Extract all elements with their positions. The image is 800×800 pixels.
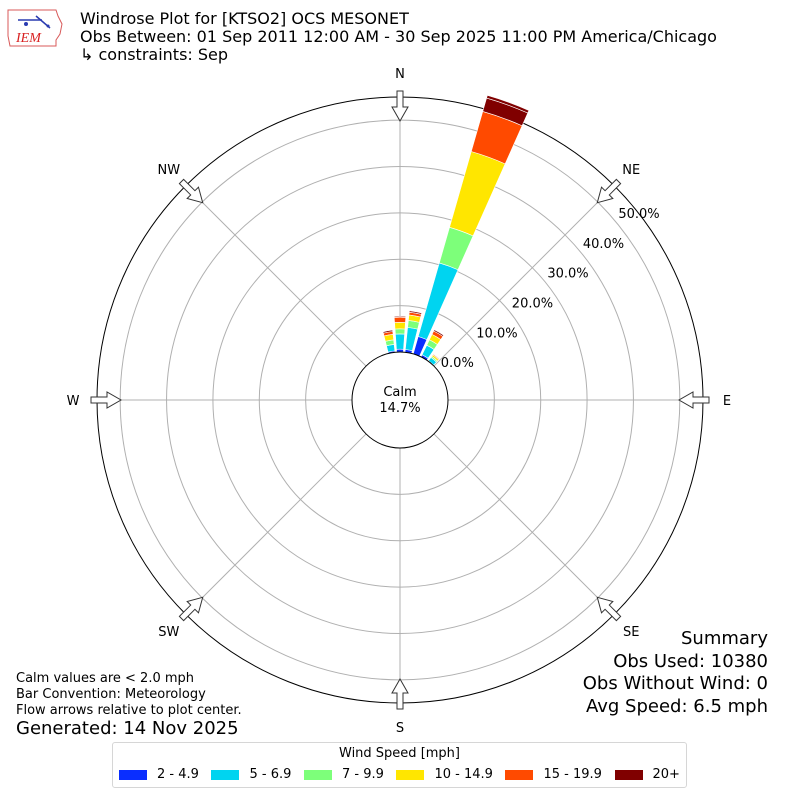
legend-swatch: [119, 769, 147, 780]
direction-label: SW: [158, 625, 179, 640]
calm-definition: Calm values are < 2.0 mph: [16, 671, 195, 686]
legend-label: 5 - 6.9: [249, 767, 292, 782]
flow-arrow-icon: [90, 391, 123, 409]
radial-tick-label: 20.0%: [512, 297, 553, 312]
direction-label: E: [723, 394, 731, 409]
chart-period: Obs Between: 01 Sep 2011 12:00 AM - 30 S…: [80, 27, 717, 46]
windrose-bar-segment: [393, 316, 407, 318]
flow-arrow-icon: [178, 178, 204, 204]
legend-title: Wind Speed [mph]: [339, 746, 460, 761]
summary-block: Summary Obs Used: 10380 Obs Without Wind…: [583, 628, 768, 718]
windrose-bar-segment: [393, 316, 407, 323]
radial-tick-label: 10.0%: [476, 326, 517, 341]
flow-arrow-icon: [391, 677, 409, 710]
windrose-bar-segment: [394, 322, 406, 330]
windrose-bar-segment: [433, 329, 445, 337]
windrose-bar-segment: [395, 333, 405, 350]
flow-arrow-shape: [178, 178, 204, 204]
summary-heading: Summary: [681, 628, 768, 649]
bar-convention: Bar Convention: Meteorology: [16, 687, 206, 702]
flow-arrow-shape: [596, 178, 622, 204]
flow-arrows-note: Flow arrows relative to plot center.: [16, 703, 242, 718]
legend-item: 2 - 4.9: [119, 767, 199, 782]
direction-label: NW: [157, 163, 180, 178]
flow-arrow-shape: [391, 90, 409, 123]
summary-obs-used: Obs Used: 10380: [613, 650, 768, 672]
windrose-bar-segment: [417, 262, 459, 341]
radial-grid-ring: [212, 212, 588, 588]
flow-arrow-shape: [391, 677, 409, 710]
iowa-state-outline-icon: IEM: [7, 9, 63, 47]
radial-tick-label: 40.0%: [583, 237, 624, 252]
flow-arrow-shape: [90, 391, 123, 409]
legend-item: 7 - 9.9: [303, 767, 384, 782]
legend-items: 2 - 4.9 5 - 6.9 7 - 9.9 10 - 14.9 15 - 19.9 2…: [113, 761, 686, 782]
flow-arrow-icon: [391, 90, 409, 123]
flow-arrow-shape: [596, 596, 622, 622]
windrose-bar-segment: [408, 310, 423, 315]
chart-notes: Calm values are < 2.0 mph Bar Convention…: [16, 671, 242, 719]
flow-arrow-icon: [596, 596, 622, 622]
generated-date: Generated: 14 Nov 2025: [16, 718, 239, 739]
windrose-bar-segment: [486, 94, 530, 114]
windrose-bar-segment: [382, 329, 394, 334]
spoke-line: [433, 185, 615, 367]
legend-item: 5 - 6.9: [211, 767, 291, 782]
legend-swatch: [303, 769, 332, 780]
radial-tick-label: 30.0%: [547, 267, 588, 282]
calm-circle: [351, 351, 449, 449]
windrose-bar-segment: [394, 328, 406, 335]
chart-title: Windrose Plot for [KTSO2] OCS MESONET: [80, 9, 409, 28]
flow-arrow-shape: [178, 596, 204, 622]
legend-swatch: [505, 769, 534, 780]
radial-grid-ring: [305, 305, 495, 495]
spoke-line: [185, 185, 367, 367]
flow-arrow-shape: [677, 391, 710, 409]
legend-label: 7 - 9.9: [341, 767, 384, 782]
radial-grid-ring: [166, 166, 634, 634]
windrose-bar-segment: [449, 151, 506, 237]
calm-label: Calm: [383, 385, 416, 400]
legend-swatch: [211, 769, 240, 780]
direction-label: NE: [622, 163, 640, 178]
direction-label: SE: [623, 625, 639, 640]
radial-tick-label: 0.0%: [441, 356, 474, 371]
logo-text: IEM: [15, 31, 42, 46]
flow-arrow-icon: [677, 391, 710, 409]
summary-obs-without-wind: Obs Without Wind: 0: [582, 673, 768, 694]
legend-label: 20+: [652, 767, 680, 782]
calm-value: 14.7%: [379, 401, 420, 416]
spoke-line: [185, 433, 367, 615]
legend-label: 10 - 14.9: [434, 767, 493, 782]
spoke-line: [433, 433, 615, 615]
legend-label: 15 - 19.9: [543, 767, 602, 782]
speed-legend: Wind Speed [mph] 2 - 4.9 5 - 6.9 7 - 9.9 10…: [112, 742, 687, 788]
legend-swatch: [614, 769, 643, 780]
legend-label: 2 - 4.9: [157, 767, 199, 782]
direction-label: N: [395, 67, 405, 82]
direction-label: W: [67, 394, 80, 409]
chart-constraints: ↳ constraints: Sep: [80, 45, 229, 64]
legend-item: 15 - 19.9: [505, 767, 602, 782]
summary-avg-speed: Avg Speed: 6.5 mph: [586, 695, 768, 717]
direction-label: S: [396, 721, 404, 736]
flow-arrow-icon: [178, 596, 204, 622]
legend-item: 20+: [614, 767, 680, 782]
radial-grid-ring: [258, 258, 542, 542]
legend-swatch: [396, 769, 425, 780]
legend-item: 10 - 14.9: [396, 767, 493, 782]
flow-arrow-icon: [596, 178, 622, 204]
iem-logo: IEM: [6, 6, 64, 50]
windrose-bar-segment: [432, 353, 441, 360]
radial-tick-label: 50.0%: [618, 207, 659, 222]
chart-header: Windrose Plot for [KTSO2] OCS MESONET Ob…: [80, 10, 717, 64]
